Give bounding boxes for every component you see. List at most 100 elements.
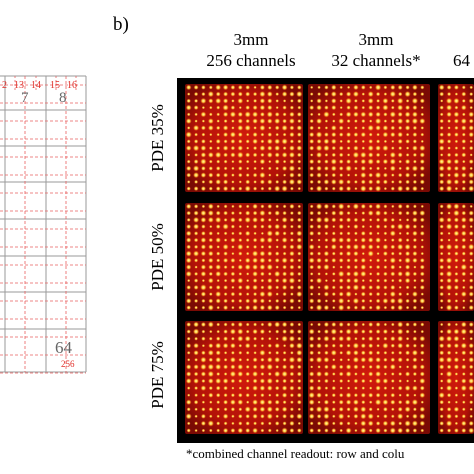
flood-map-spot — [186, 244, 192, 250]
flood-map-spot — [360, 291, 366, 297]
flood-map-spot — [222, 378, 229, 384]
flood-map-spot — [324, 343, 329, 349]
flood-map-spot — [215, 356, 222, 363]
flood-map-spot — [230, 91, 236, 97]
flood-map-spot — [354, 292, 358, 296]
flood-map-spot — [420, 292, 425, 296]
flood-map-spot — [439, 298, 444, 303]
flood-map-spot — [360, 427, 367, 434]
flood-map-spot — [360, 131, 366, 138]
flood-map-spot — [282, 118, 287, 124]
flood-map-spot — [453, 364, 460, 370]
flood-map-spot — [193, 91, 199, 97]
flood-map-spot — [260, 152, 265, 158]
flood-map-spot — [296, 230, 303, 237]
flood-map-spot — [231, 251, 235, 256]
flood-map-spot — [260, 166, 265, 171]
flood-map-spot — [323, 263, 330, 271]
flood-map-spot — [274, 159, 280, 165]
flood-map-spot — [245, 166, 250, 171]
flood-map-spot — [398, 258, 403, 263]
flood-map-spot — [360, 257, 366, 264]
flood-map-spot — [390, 350, 395, 355]
flood-map-spot — [252, 271, 258, 277]
flood-map-spot — [412, 413, 418, 420]
flood-map-spot — [193, 223, 200, 230]
flood-map-spot — [323, 329, 329, 335]
flood-map-spot — [230, 407, 236, 412]
flood-map-spot — [420, 278, 425, 283]
flood-map-spot — [296, 179, 303, 185]
flood-map-spot — [389, 420, 396, 427]
flood-map-spot — [439, 125, 444, 130]
flood-map-r2-c3 — [438, 203, 474, 311]
flood-map-spot — [346, 126, 351, 130]
flood-map-spot — [297, 204, 302, 209]
flood-map-spot — [383, 85, 388, 90]
flood-map-spot — [405, 85, 410, 90]
flood-map-spot — [244, 406, 251, 413]
flood-map-spot — [194, 292, 198, 296]
flood-map-spot — [354, 211, 358, 215]
flood-map-spot — [275, 265, 280, 269]
flood-map-spot — [420, 329, 425, 334]
flood-map-spot — [405, 179, 410, 185]
flood-map-spot — [412, 145, 418, 151]
flood-map-spot — [367, 145, 374, 152]
flood-map-spot — [237, 243, 244, 250]
flood-map-spot — [398, 291, 403, 297]
flood-map-spot — [412, 210, 418, 216]
flood-map-spot — [331, 84, 337, 91]
flood-map-spot — [345, 364, 352, 370]
flood-map-spot — [405, 357, 410, 362]
flood-map-spot — [259, 378, 266, 384]
flood-map-spot — [186, 285, 192, 290]
flood-map-spot — [438, 216, 445, 223]
flood-map-spot — [383, 278, 388, 283]
flood-map-spot — [296, 356, 303, 363]
flood-map-spot — [238, 204, 243, 209]
flood-map-spot — [282, 204, 287, 209]
flood-map-spot — [397, 399, 403, 405]
flood-map-spot — [252, 413, 258, 419]
flood-map-spot — [223, 407, 228, 412]
flood-map-spot — [439, 329, 444, 334]
flood-map-spot — [296, 152, 302, 158]
flood-map-spot — [288, 178, 296, 186]
flood-map-spot — [192, 165, 200, 172]
flood-map-spot — [252, 264, 258, 270]
flood-map-spot — [354, 336, 358, 341]
flood-map-spot — [252, 224, 258, 229]
flood-map-spot — [412, 271, 418, 277]
flood-map-spot — [439, 278, 444, 283]
flood-map-spot — [222, 84, 229, 91]
flood-map-spot — [453, 230, 460, 237]
flood-map-spot — [360, 172, 367, 179]
flood-map-spot — [223, 292, 228, 297]
flood-map-spot — [468, 179, 474, 185]
flood-map-spot — [215, 216, 222, 224]
flood-map-spot — [274, 230, 281, 237]
flood-map-spot — [208, 244, 214, 250]
flood-map-spot — [383, 166, 388, 171]
flood-map-spot — [289, 159, 295, 165]
flood-map-spot — [468, 329, 474, 335]
flood-map-spot — [331, 231, 336, 236]
flood-map-spot — [339, 112, 344, 117]
flood-map-spot — [468, 350, 474, 356]
flood-map-spot — [439, 343, 445, 349]
flood-map-spot — [309, 179, 314, 185]
flood-map-spot — [390, 173, 395, 177]
flood-map-spot — [345, 335, 352, 342]
flood-map-spot — [382, 131, 389, 138]
flood-map-spot — [397, 385, 403, 391]
flood-map-spot — [383, 92, 388, 96]
flood-map-spot — [245, 278, 250, 283]
flood-map-spot — [230, 186, 236, 191]
flood-map-spot — [383, 210, 388, 216]
flood-map-spot — [461, 172, 467, 178]
flood-map-spot — [368, 350, 374, 356]
flood-map-spot — [200, 216, 207, 223]
flood-map-spot — [266, 237, 273, 244]
flood-map-spot — [375, 385, 381, 391]
